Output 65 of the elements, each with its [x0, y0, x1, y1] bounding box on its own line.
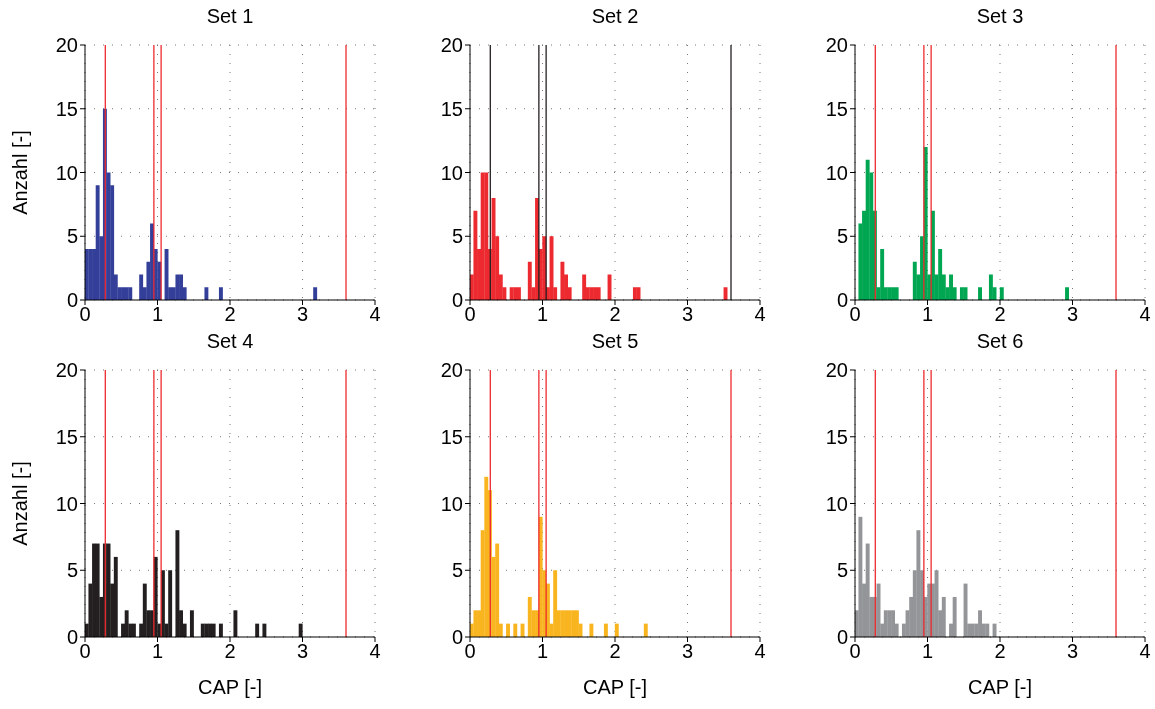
y-tick-label: 5	[451, 559, 463, 582]
y-tick-label: 20	[825, 34, 848, 57]
y-tick-label: 5	[451, 225, 463, 248]
chart-title: Set 5	[590, 330, 640, 353]
x-tick-label: 3	[681, 303, 694, 326]
y-tick-label: 0	[836, 289, 848, 312]
x-tick-label: 2	[994, 303, 1006, 326]
x-tick-label: 3	[1066, 640, 1079, 663]
y-tick-label: 10	[440, 492, 463, 515]
y-tick-label: 5	[66, 559, 78, 582]
x-axis-title: CAP [-]	[967, 676, 1033, 698]
y-tick-label: 20	[55, 34, 78, 57]
chart-title: Set 4	[205, 330, 255, 353]
x-tick-label: 4	[1139, 640, 1151, 663]
y-axis-title: Anzahl [-]	[9, 461, 32, 546]
y-tick-label: 15	[825, 425, 848, 448]
y-tick-label: 0	[836, 626, 848, 649]
x-axis-title: CAP [-]	[197, 676, 263, 698]
y-tick-label: 20	[55, 359, 78, 382]
x-tick-label: 2	[224, 303, 236, 326]
x-tick-label: 4	[754, 303, 766, 326]
y-tick-label: 15	[440, 425, 463, 448]
x-tick-label: 4	[754, 640, 766, 663]
y-tick-label: 15	[440, 97, 463, 120]
y-tick-label: 0	[66, 289, 78, 312]
x-tick-label: 3	[1066, 303, 1079, 326]
x-tick-label: 2	[609, 640, 621, 663]
chart-title: Set 3	[975, 5, 1025, 28]
x-tick-label: 4	[1139, 303, 1151, 326]
chart-title: Set 2	[590, 5, 640, 28]
y-tick-label: 0	[451, 289, 463, 312]
chart-title: Set 6	[975, 330, 1025, 353]
y-tick-label: 0	[66, 626, 78, 649]
x-tick-label: 3	[681, 640, 694, 663]
x-tick-label: 2	[224, 640, 236, 663]
y-tick-label: 15	[55, 97, 78, 120]
y-tick-label: 20	[440, 34, 463, 57]
y-tick-label: 10	[825, 161, 848, 184]
x-axis-title: CAP [-]	[582, 676, 648, 698]
y-tick-label: 5	[66, 225, 78, 248]
x-tick-label: 1	[921, 640, 934, 663]
y-tick-label: 10	[55, 492, 78, 515]
x-tick-label: 4	[369, 303, 381, 326]
y-tick-label: 10	[440, 161, 463, 184]
y-tick-label: 5	[836, 225, 848, 248]
y-tick-label: 15	[55, 425, 78, 448]
x-tick-label: 1	[536, 303, 549, 326]
x-tick-label: 4	[369, 640, 381, 663]
y-tick-label: 10	[825, 492, 848, 515]
x-tick-label: 2	[994, 640, 1006, 663]
y-tick-label: 0	[451, 626, 463, 649]
y-axis-title: Anzahl [-]	[9, 130, 32, 215]
x-tick-label: 1	[536, 640, 549, 663]
y-tick-label: 20	[440, 359, 463, 382]
y-tick-label: 10	[55, 161, 78, 184]
x-tick-label: 3	[296, 303, 309, 326]
y-tick-label: 20	[825, 359, 848, 382]
y-tick-label: 15	[825, 97, 848, 120]
x-tick-label: 1	[921, 303, 934, 326]
x-tick-label: 2	[609, 303, 621, 326]
x-tick-label: 1	[151, 303, 164, 326]
x-tick-label: 1	[151, 640, 164, 663]
chart-title: Set 1	[205, 5, 255, 28]
x-tick-label: 3	[296, 640, 309, 663]
y-tick-label: 5	[836, 559, 848, 582]
